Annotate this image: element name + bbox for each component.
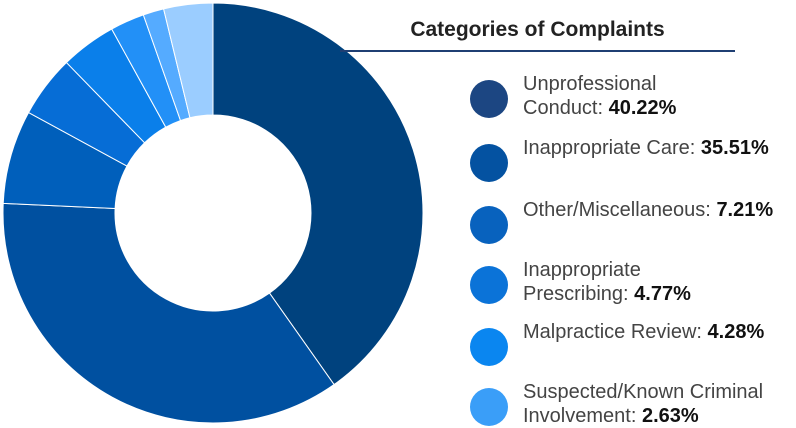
legend-value: 2.63% <box>641 405 699 427</box>
legend-label: Suspected/Known Criminal Involvement: <box>523 381 764 427</box>
donut-slice <box>212 2 424 386</box>
legend-label: Inappropriate Prescribing: <box>523 259 641 305</box>
legend-swatch <box>470 266 508 304</box>
legend-text: Unprofessional Conduct: 40.22% <box>523 72 778 120</box>
legend-swatch <box>470 80 508 118</box>
legend-value: 7.21% <box>716 199 774 221</box>
title-rule <box>340 50 735 52</box>
legend-swatch <box>470 388 508 426</box>
legend-swatch <box>470 206 508 244</box>
legend-text: Malpractice Review: 4.28% <box>523 320 778 344</box>
legend-label: Inappropriate Care: <box>523 137 696 159</box>
legend-text: Other/Miscellaneous: 7.21% <box>523 198 778 222</box>
legend-value: 40.22% <box>608 97 677 119</box>
legend-value: 35.51% <box>700 137 769 159</box>
legend-text: Inappropriate Care: 35.51% <box>523 136 778 160</box>
legend-text: Inappropriate Prescribing: 4.77% <box>523 258 778 306</box>
legend-value: 4.77% <box>634 283 691 305</box>
legend-value: 4.28% <box>707 321 765 343</box>
donut-slice <box>2 202 335 424</box>
donut-slice <box>162 2 214 119</box>
legend-title: Categories of Complaints <box>410 18 665 41</box>
legend-label: Unprofessional Conduct: <box>523 73 657 119</box>
legend-label: Malpractice Review: <box>523 321 702 343</box>
legend-text: Suspected/Known Criminal Involvement: 2.… <box>523 380 778 428</box>
legend-label: Other/Miscellaneous: <box>523 199 711 221</box>
legend-swatch <box>470 144 508 182</box>
legend-swatch <box>470 328 508 366</box>
donut-chart <box>2 2 424 424</box>
